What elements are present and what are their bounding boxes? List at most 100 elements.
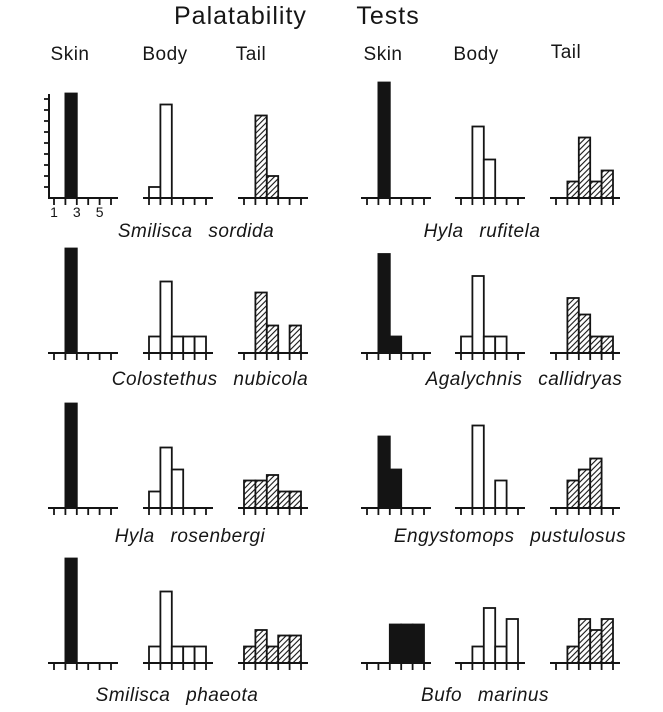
tail-histogram <box>238 114 308 205</box>
body-bar-score-5 <box>193 335 207 354</box>
skin-histogram <box>48 402 118 515</box>
column-header-tail-right: Tail <box>550 42 582 63</box>
body-bar-score-4 <box>494 645 508 664</box>
tail-histogram <box>550 457 620 515</box>
tail-histogram <box>550 136 620 205</box>
tail-histogram <box>238 474 308 515</box>
body-histogram <box>143 280 213 360</box>
body-chart <box>451 545 535 690</box>
tail-chart <box>546 80 630 225</box>
body-bar-score-3 <box>482 158 497 199</box>
body-bar-score-2 <box>471 275 485 354</box>
tail-chart <box>234 235 318 380</box>
body-bar-score-2 <box>471 125 485 199</box>
skin-bar-score-3 <box>388 468 403 509</box>
tail-bar-score-1 <box>243 645 257 664</box>
tail-bar-score-3 <box>265 645 280 664</box>
tail-bar-score-4 <box>589 629 603 664</box>
skin-bar-score-2 <box>377 253 391 354</box>
tail-bar-score-2 <box>566 479 580 509</box>
skin-bar-score-2 <box>64 402 78 509</box>
tail-chart <box>234 80 318 225</box>
tail-bar-score-3 <box>577 468 592 509</box>
tail-bar-score-3 <box>577 618 592 664</box>
tail-bar-score-5 <box>600 335 614 354</box>
body-bar-score-5 <box>193 645 207 664</box>
body-bar-score-4 <box>182 335 196 354</box>
body-bar-score-3 <box>170 335 185 354</box>
skin-histogram <box>361 253 431 360</box>
tail-bar-score-4 <box>589 335 603 354</box>
species-label: Smilisca sordida <box>117 221 275 242</box>
body-chart <box>451 390 535 535</box>
skin-chart <box>357 80 441 225</box>
body-chart <box>139 235 223 380</box>
skin-chart <box>44 235 128 380</box>
skin-bar-score-2 <box>64 247 78 354</box>
body-histogram <box>143 446 213 515</box>
tail-bar-score-4 <box>277 490 291 509</box>
tail-bar-score-2 <box>566 180 580 199</box>
species-label: Bufo marinus <box>421 685 549 706</box>
species-label: Hyla rosenbergi <box>114 526 266 547</box>
tail-bar-score-4 <box>277 634 291 664</box>
body-bar-score-2 <box>159 280 173 354</box>
body-chart <box>139 390 223 535</box>
skin-bar-score-2 <box>64 92 78 199</box>
body-bar-score-3 <box>170 468 185 509</box>
tail-bar-score-4 <box>589 180 603 199</box>
tail-bar-score-3 <box>577 313 592 354</box>
skin-bar-score-2 <box>377 435 391 509</box>
tail-bar-score-5 <box>288 634 302 664</box>
tail-bar-score-1 <box>243 479 257 509</box>
species-label: Hyla rufitela <box>423 221 541 242</box>
tail-histogram <box>550 618 620 670</box>
species-label: Agalychnis callidryas <box>425 369 623 390</box>
body-chart <box>139 80 223 225</box>
tail-histogram <box>238 291 308 360</box>
body-bar-score-4 <box>494 335 508 354</box>
species-label: Smilisca phaeota <box>95 685 259 706</box>
skin-chart <box>44 545 128 690</box>
body-bar-score-2 <box>471 424 485 509</box>
skin-bar-score-3 <box>388 335 403 354</box>
column-header-body-left: Body <box>142 44 188 65</box>
tail-chart <box>546 390 630 535</box>
tail-bar-score-3 <box>265 474 280 509</box>
skin-histogram <box>48 557 118 670</box>
body-histogram <box>143 590 213 670</box>
column-header-tail-left: Tail <box>235 44 267 65</box>
body-chart <box>451 235 535 380</box>
tail-bar-score-5 <box>600 169 614 199</box>
figure-title: Palatability Tests <box>174 2 420 30</box>
x-tick-label: 5 <box>96 204 104 220</box>
tail-histogram <box>550 297 620 360</box>
species-label: Engystomops pustulosus <box>393 526 627 547</box>
tail-bar-score-3 <box>577 136 592 199</box>
body-bar-score-4 <box>494 479 508 509</box>
body-bar-score-5 <box>505 618 519 664</box>
tail-bar-score-2 <box>254 291 268 354</box>
tail-bar-score-3 <box>265 324 280 354</box>
body-histogram <box>455 275 525 360</box>
body-histogram <box>143 103 213 205</box>
tail-bar-score-4 <box>589 457 603 509</box>
body-histogram <box>455 424 525 515</box>
body-bar-score-2 <box>471 645 485 664</box>
tail-chart <box>546 545 630 690</box>
body-bar-score-3 <box>482 335 497 354</box>
tail-bar-score-5 <box>600 618 614 664</box>
tail-chart <box>234 390 318 535</box>
tail-bar-score-2 <box>566 297 580 354</box>
body-bar-score-2 <box>159 103 173 199</box>
body-bar-score-3 <box>482 607 497 664</box>
tail-chart <box>546 235 630 380</box>
tail-bar-score-5 <box>288 324 302 354</box>
tail-bar-score-2 <box>254 479 268 509</box>
species-label: Colostethus nubicola <box>111 369 309 390</box>
body-bar-score-1 <box>148 645 162 664</box>
column-header-skin-right: Skin <box>363 44 403 65</box>
skin-bar-score-5 <box>411 623 425 664</box>
